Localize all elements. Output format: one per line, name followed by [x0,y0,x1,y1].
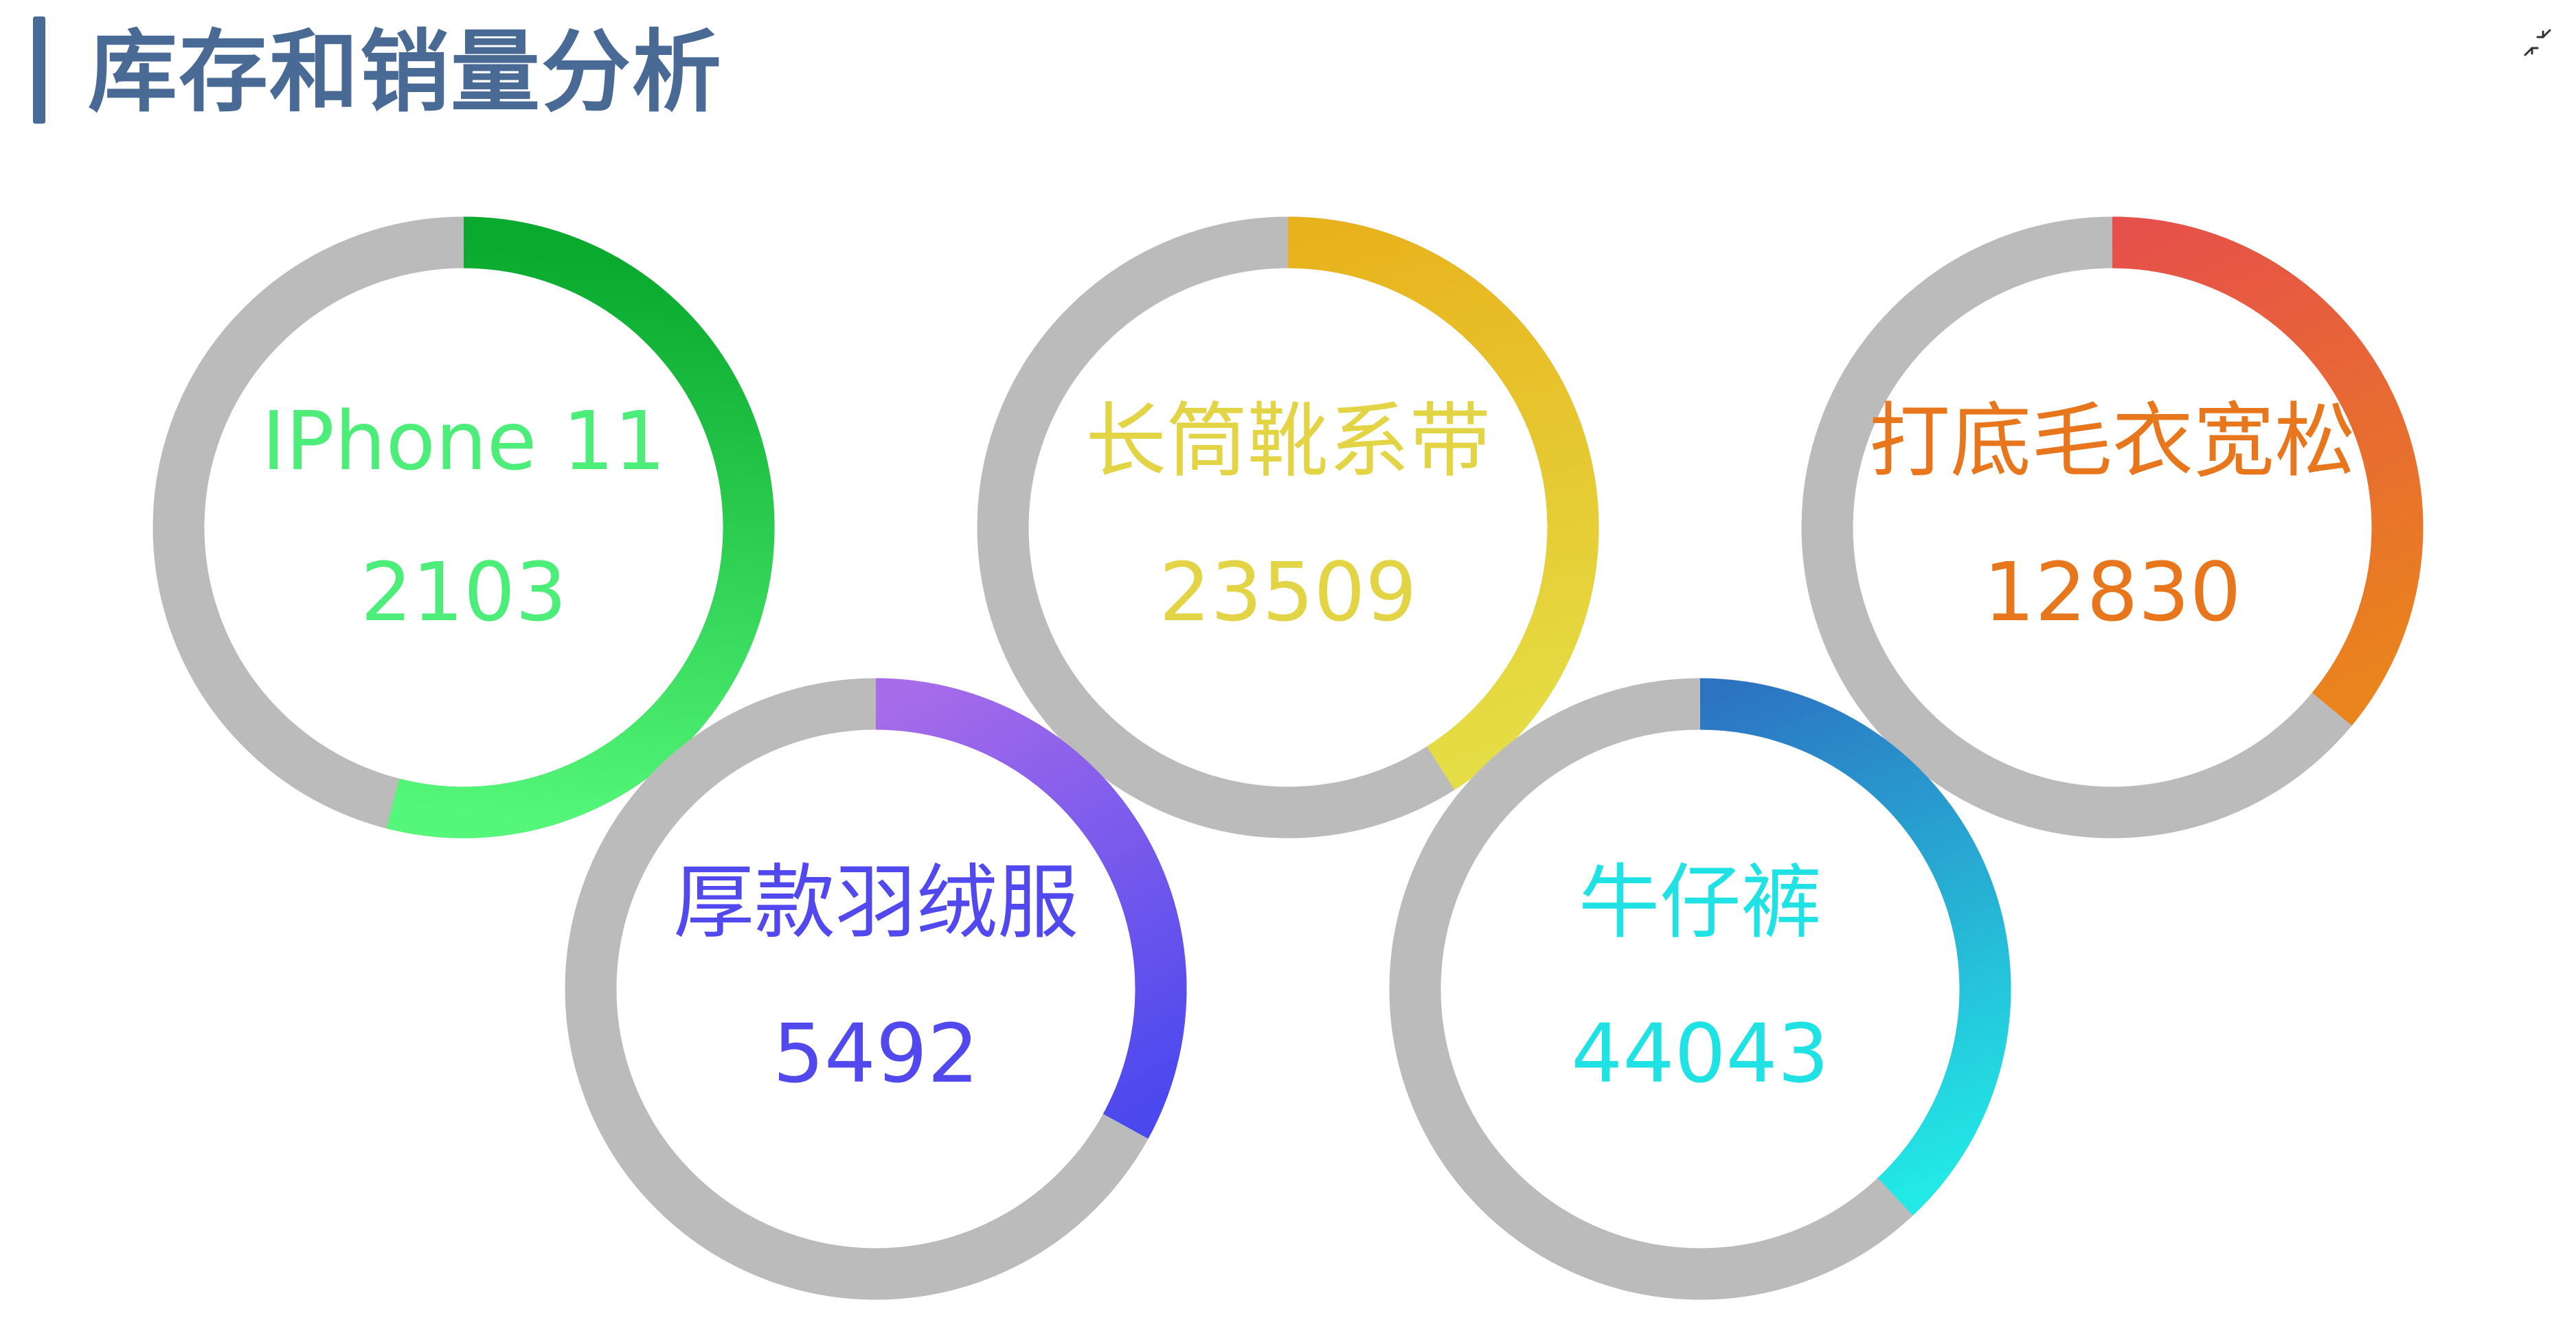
gauge-value-label: 23509 [1159,545,1416,639]
gauge-name-label: 厚款羽绒服 [673,855,1078,950]
gauge-name-label: 打底毛衣宽松 [1869,394,2355,488]
gauge-value-label: 44043 [1571,1006,1829,1101]
gauge-name-label: 长筒靴系带 [1085,394,1491,488]
gauge-value-label: 2103 [361,545,567,639]
gauge-name-label: 牛仔裤 [1579,855,1822,950]
gauge-2: 长筒靴系带 23509 [978,217,1599,839]
gauge-1: IPhone 11 2103 [153,217,775,839]
gauge-5: 牛仔裤 44043 [1390,679,2011,1300]
gauge-value-label: 5492 [773,1006,979,1101]
gauge-4: 厚款羽绒服 5492 [565,679,1187,1300]
gauge-name-label: IPhone 11 [262,394,666,488]
gauge-value-label: 12830 [1983,545,2241,639]
gauge-3: 打底毛衣宽松 12830 [1802,217,2424,839]
